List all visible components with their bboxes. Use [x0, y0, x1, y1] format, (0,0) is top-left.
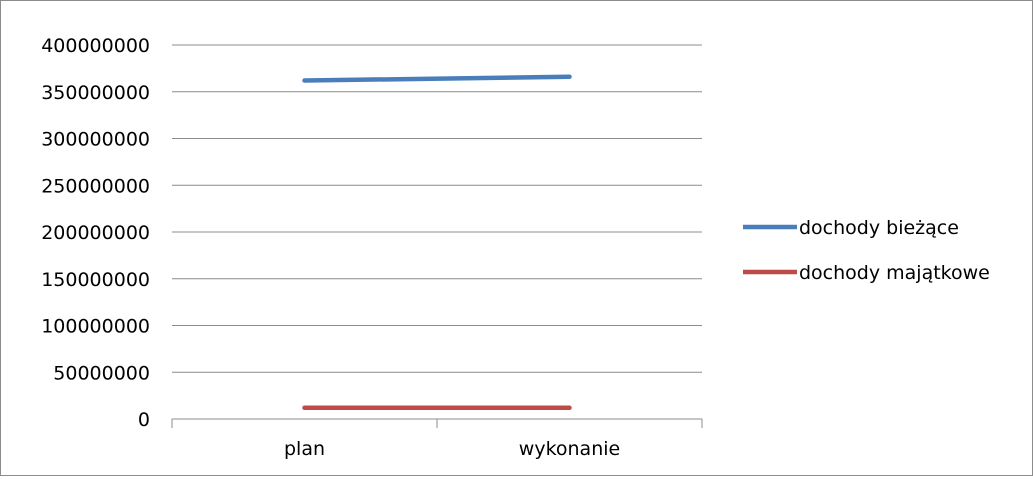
y-tick-label: 250000000	[41, 175, 150, 197]
y-tick-label: 300000000	[41, 129, 150, 151]
legend-label: dochody bieżące	[799, 217, 959, 239]
series-line	[302, 74, 572, 83]
y-tick-label: 0	[138, 409, 150, 431]
legend-label: dochody majątkowe	[799, 262, 990, 284]
gridlines	[172, 44, 702, 420]
series-lines	[302, 74, 572, 411]
y-tick-label: 100000000	[41, 316, 150, 338]
y-axis-tick-labels: 0 50000000 100000000 150000000 200000000 2500…	[41, 35, 150, 431]
x-axis	[171, 419, 703, 428]
y-tick-label: 200000000	[41, 222, 150, 244]
x-axis-tick-labels: plan wykonanie	[284, 438, 620, 460]
legend: dochody bieżące dochody majątkowe	[743, 217, 990, 284]
x-tick-label: wykonanie	[519, 438, 620, 460]
y-tick-label: 350000000	[41, 82, 150, 104]
y-tick-label: 400000000	[41, 35, 150, 57]
y-tick-label: 150000000	[41, 269, 150, 291]
y-tick-label: 50000000	[53, 362, 150, 384]
x-tick-label: plan	[284, 438, 325, 460]
